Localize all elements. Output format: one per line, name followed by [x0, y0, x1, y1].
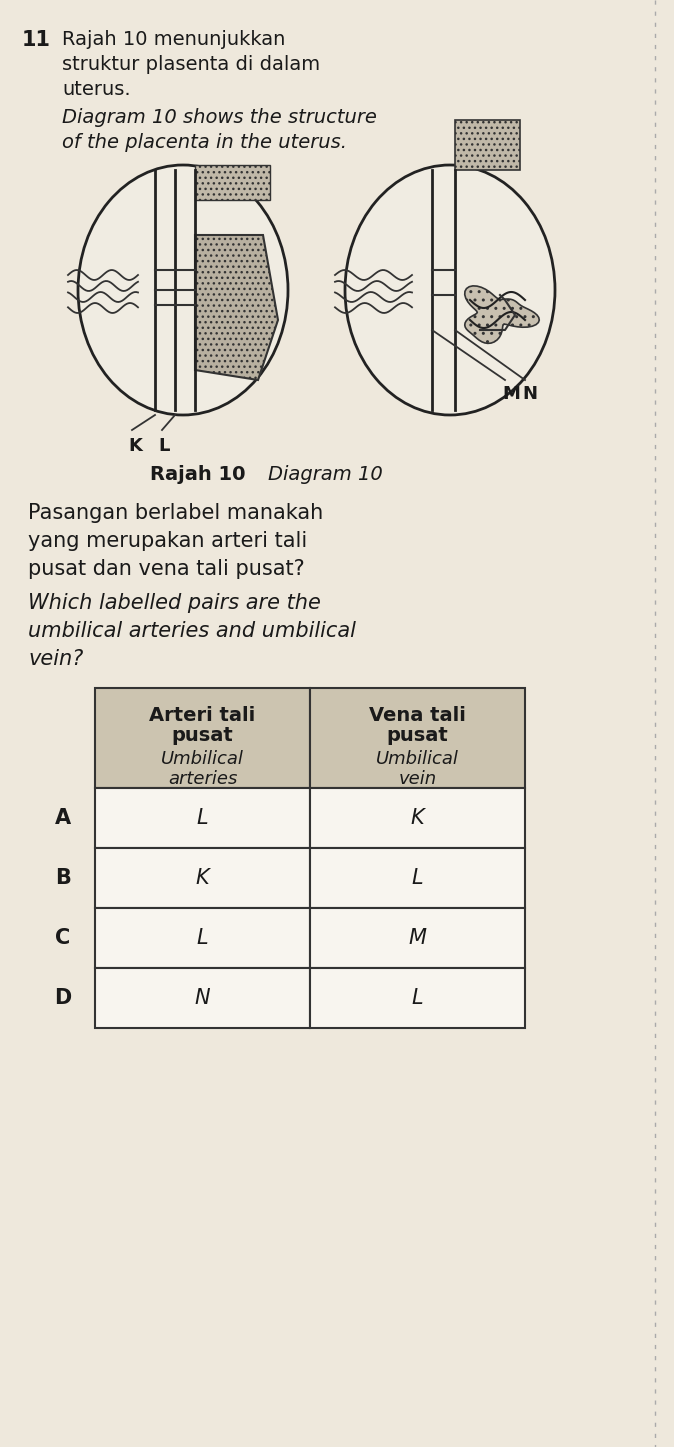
Text: K: K [128, 437, 142, 454]
Text: Pasangan berlabel manakah: Pasangan berlabel manakah [28, 504, 324, 522]
Bar [195, 165, 270, 200]
Text: Diagram 10 shows the structure: Diagram 10 shows the structure [62, 109, 377, 127]
Text: of the placenta in the uterus.: of the placenta in the uterus. [62, 133, 347, 152]
Text: pusat dan vena tali pusat?: pusat dan vena tali pusat? [28, 559, 305, 579]
Text: M: M [408, 928, 427, 948]
Text: pusat: pusat [172, 726, 233, 745]
Ellipse shape [345, 165, 555, 415]
Text: umbilical arteries and umbilical: umbilical arteries and umbilical [28, 621, 356, 641]
Bar [310, 687, 525, 789]
Bar [95, 909, 310, 968]
Text: struktur plasenta di dalam: struktur plasenta di dalam [62, 55, 320, 74]
Text: pusat: pusat [387, 726, 448, 745]
Text: Which labelled pairs are the: Which labelled pairs are the [28, 593, 321, 614]
Text: uterus.: uterus. [62, 80, 131, 98]
Text: yang merupakan arteri tali: yang merupakan arteri tali [28, 531, 307, 551]
Text: arteries: arteries [168, 770, 237, 789]
Text: Umbilical: Umbilical [376, 750, 459, 768]
Text: M: M [502, 385, 520, 404]
Text: D: D [55, 988, 71, 1009]
Bar [455, 120, 520, 169]
Text: Vena tali: Vena tali [369, 706, 466, 725]
Text: L: L [197, 928, 208, 948]
Text: N: N [522, 385, 537, 404]
Bar [310, 848, 525, 909]
Bar [95, 848, 310, 909]
Bar [310, 909, 525, 968]
Polygon shape [465, 287, 539, 343]
Text: K: K [410, 807, 425, 828]
Text: L: L [197, 807, 208, 828]
Text: L: L [412, 868, 423, 888]
Text: Umbilical: Umbilical [161, 750, 244, 768]
Polygon shape [195, 234, 278, 381]
Ellipse shape [78, 165, 288, 415]
Text: vein: vein [398, 770, 437, 789]
Text: K: K [195, 868, 210, 888]
Text: C: C [55, 928, 71, 948]
Bar [310, 968, 525, 1027]
Bar [310, 789, 525, 848]
Bar [95, 789, 310, 848]
Text: Arteri tali: Arteri tali [150, 706, 255, 725]
Bar [95, 968, 310, 1027]
Text: 11: 11 [22, 30, 51, 51]
Text: vein?: vein? [28, 650, 84, 669]
Bar [95, 687, 310, 789]
Text: Diagram 10: Diagram 10 [268, 464, 383, 483]
Text: L: L [412, 988, 423, 1009]
Text: A: A [55, 807, 71, 828]
Text: Rajah 10: Rajah 10 [150, 464, 245, 483]
Text: B: B [55, 868, 71, 888]
Text: Rajah 10 menunjukkan: Rajah 10 menunjukkan [62, 30, 285, 49]
Text: N: N [195, 988, 210, 1009]
Text: L: L [158, 437, 169, 454]
